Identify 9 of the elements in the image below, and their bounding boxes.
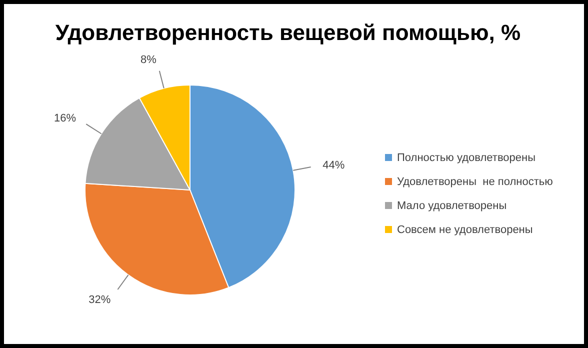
legend-label: Полностью удовлетворены — [397, 152, 536, 164]
legend-label: Мало удовлетворены — [397, 200, 507, 212]
legend-label: Совсем не удовлетворены — [397, 224, 533, 236]
data-label: 44% — [322, 160, 345, 172]
data-label: 8% — [140, 54, 157, 66]
legend-label: Удовлетворены не полностью — [397, 176, 553, 188]
chart-title: Удовлетворенность вещевой помощью, % — [55, 20, 521, 45]
data-label: 16% — [54, 112, 76, 125]
data-label: 32% — [88, 294, 111, 306]
